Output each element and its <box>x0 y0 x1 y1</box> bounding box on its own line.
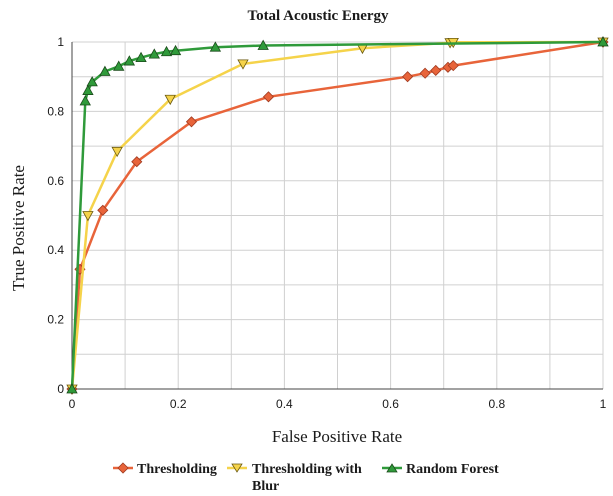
legend-label-thresholding: Thresholding <box>137 462 217 477</box>
x-tick-label: 0.6 <box>382 397 399 411</box>
x-tick-label: 0.4 <box>276 397 293 411</box>
y-tick-labels: 0 0.2 0.4 0.6 0.8 1 <box>47 35 64 396</box>
x-tick-label: 1 <box>600 397 607 411</box>
data-point <box>160 45 173 57</box>
data-point <box>209 41 222 52</box>
y-axis-label: True Positive Rate <box>9 165 28 291</box>
y-tick-label: 0.4 <box>47 243 64 257</box>
data-point <box>79 95 91 106</box>
y-tick-label: 0.8 <box>47 104 64 118</box>
data-point <box>135 51 147 63</box>
data-point <box>419 67 431 79</box>
x-tick-label: 0 <box>69 397 76 411</box>
data-point <box>82 211 94 222</box>
x-axis-label: False Positive Rate <box>272 427 402 446</box>
data-point <box>402 71 414 83</box>
data-point <box>597 36 609 47</box>
legend-label-thresholding-blur-1: Thresholding with <box>252 462 362 477</box>
axes <box>71 42 603 390</box>
data-point <box>169 44 182 56</box>
y-tick-label: 0 <box>57 382 64 396</box>
chart-title: Total Acoustic Energy <box>247 8 389 24</box>
x-tick-label: 0.2 <box>170 397 187 411</box>
data-point <box>257 39 269 50</box>
data-point <box>99 65 111 76</box>
legend-label-thresholding-blur-2: Blur <box>252 479 279 494</box>
data-point <box>148 48 160 59</box>
data-point <box>237 59 249 70</box>
legend-label-random-forest: Random Forest <box>406 462 499 477</box>
legend-item-thresholding: Thresholding <box>113 462 217 477</box>
x-tick-labels: 0 0.2 0.4 0.6 0.8 1 <box>69 397 607 411</box>
data-point <box>185 116 198 128</box>
data-point <box>262 91 275 103</box>
y-tick-label: 1 <box>57 35 64 49</box>
grid <box>71 41 604 390</box>
series-2 <box>66 36 609 394</box>
data-point <box>164 94 176 106</box>
data-point <box>131 156 143 168</box>
y-tick-label: 0.2 <box>47 313 64 327</box>
series-group <box>66 36 609 395</box>
data-point <box>447 60 459 72</box>
data-point <box>66 383 78 394</box>
legend-item-random-forest: Random Forest <box>382 462 499 477</box>
data-point <box>97 204 109 216</box>
y-tick-label: 0.6 <box>47 174 64 188</box>
data-point <box>82 84 94 95</box>
x-tick-label: 0.8 <box>488 397 505 411</box>
legend: Thresholding Thresholding with Blur Rand… <box>113 462 499 494</box>
data-point <box>123 55 136 66</box>
data-point <box>111 146 123 158</box>
data-point <box>86 76 98 87</box>
data-point <box>430 64 442 77</box>
data-point <box>113 60 125 71</box>
legend-item-thresholding-blur: Thresholding with Blur <box>227 462 362 494</box>
